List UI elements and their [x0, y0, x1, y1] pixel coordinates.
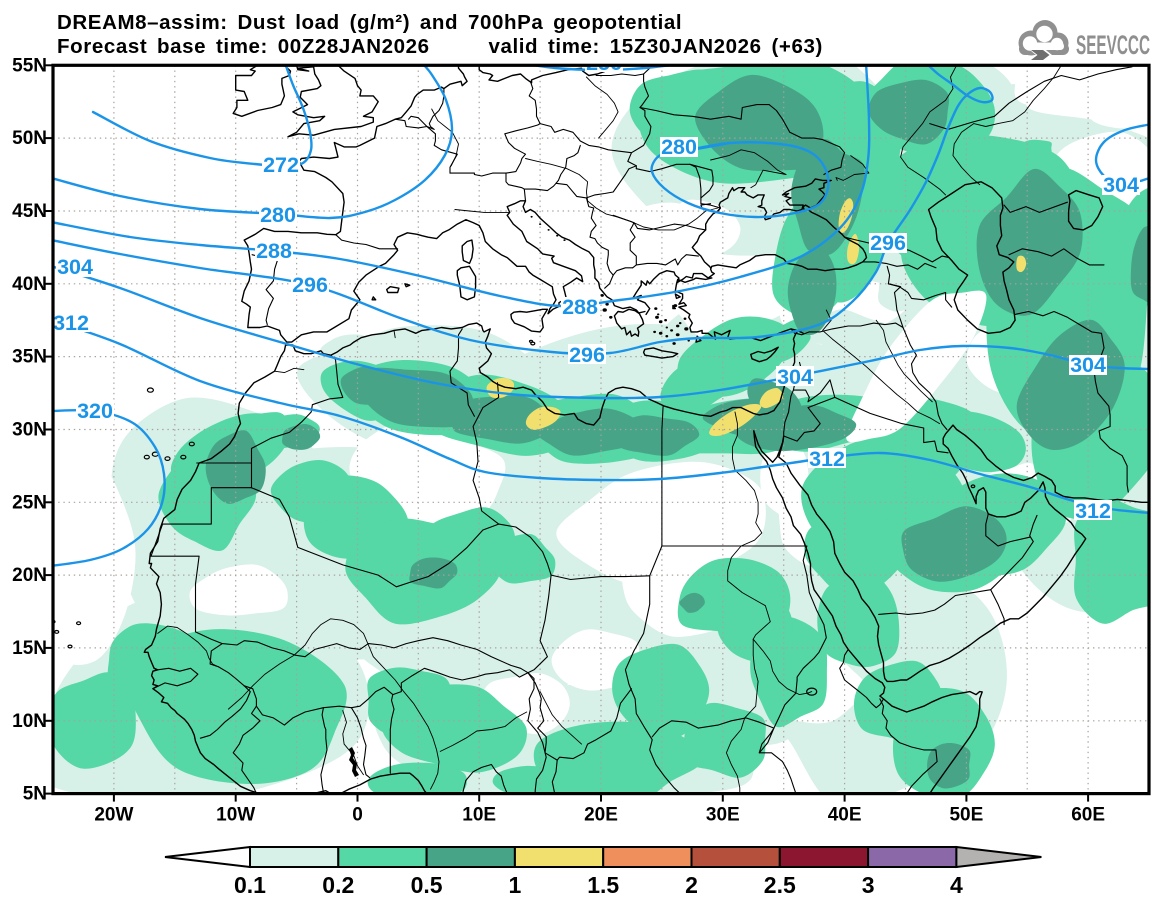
svg-text:1: 1 — [509, 872, 522, 898]
svg-text:30N: 30N — [12, 420, 47, 441]
svg-text:256: 256 — [586, 51, 622, 75]
svg-text:DREAM8–assim: Dust load (g/m²): DREAM8–assim: Dust load (g/m²) and 700hP… — [57, 11, 682, 34]
svg-text:40E: 40E — [828, 805, 862, 826]
svg-text:288: 288 — [256, 239, 292, 263]
svg-text:20E: 20E — [584, 805, 618, 826]
svg-text:0.5: 0.5 — [411, 872, 443, 898]
svg-text:SEEVCCC: SEEVCCC — [1076, 30, 1150, 60]
svg-text:304: 304 — [1103, 173, 1139, 197]
svg-text:40N: 40N — [12, 274, 47, 295]
svg-text:2: 2 — [685, 872, 698, 898]
svg-text:Forecast base time: 00Z28JAN20: Forecast base time: 00Z28JAN2026 valid t… — [57, 35, 823, 58]
svg-text:288: 288 — [562, 295, 598, 319]
svg-text:2.5: 2.5 — [764, 872, 796, 898]
svg-text:1.5: 1.5 — [587, 872, 619, 898]
svg-text:304: 304 — [57, 255, 93, 279]
svg-text:0.1: 0.1 — [234, 872, 266, 898]
svg-text:0.2: 0.2 — [322, 872, 354, 898]
svg-text:30E: 30E — [706, 805, 740, 826]
svg-text:296: 296 — [292, 273, 328, 297]
svg-text:25N: 25N — [12, 492, 47, 513]
svg-text:50N: 50N — [12, 128, 47, 149]
svg-text:304: 304 — [777, 365, 813, 389]
svg-text:45N: 45N — [12, 201, 47, 222]
svg-text:272: 272 — [263, 153, 299, 177]
svg-text:4: 4 — [950, 872, 963, 898]
svg-text:320: 320 — [77, 399, 113, 423]
svg-text:55N: 55N — [12, 55, 47, 76]
svg-text:280: 280 — [661, 135, 697, 159]
svg-text:312: 312 — [53, 311, 89, 335]
svg-text:10E: 10E — [462, 805, 496, 826]
svg-text:296: 296 — [870, 231, 906, 255]
svg-text:10W: 10W — [216, 805, 255, 826]
svg-text:10N: 10N — [12, 711, 47, 732]
svg-text:5N: 5N — [23, 784, 47, 805]
svg-text:3: 3 — [862, 872, 875, 898]
svg-text:60E: 60E — [1071, 805, 1105, 826]
svg-text:35N: 35N — [12, 347, 47, 368]
svg-text:280: 280 — [260, 203, 296, 227]
svg-text:304: 304 — [1070, 353, 1106, 377]
svg-text:312: 312 — [809, 447, 845, 471]
svg-text:0: 0 — [352, 805, 363, 826]
svg-text:312: 312 — [1075, 499, 1111, 523]
svg-text:15N: 15N — [12, 638, 47, 659]
svg-text:50E: 50E — [949, 805, 983, 826]
svg-text:296: 296 — [569, 343, 605, 367]
svg-text:20N: 20N — [12, 565, 47, 586]
svg-text:20W: 20W — [94, 805, 133, 826]
